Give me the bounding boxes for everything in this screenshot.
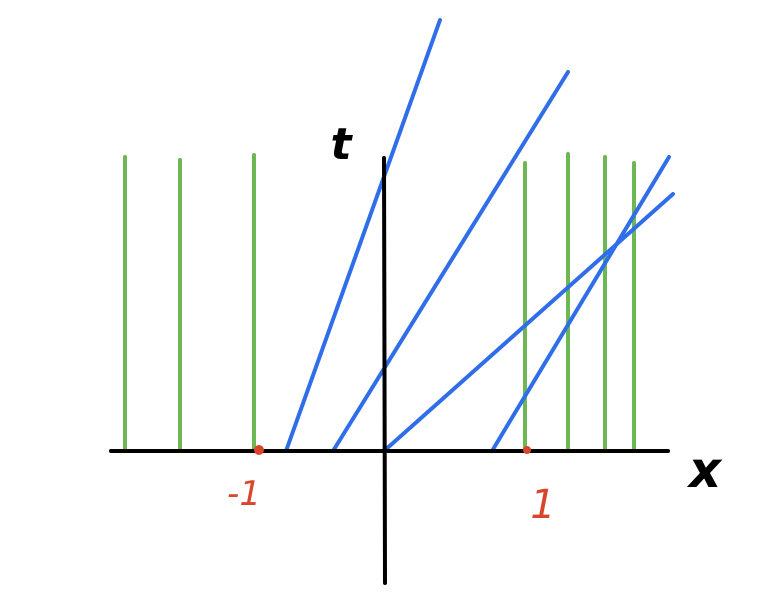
mark-label-right: 1 (530, 482, 555, 528)
t-axis (382, 156, 387, 585)
slanted-line (382, 192, 675, 453)
vertical-lines (123, 152, 636, 453)
mark-dot-right (523, 446, 531, 454)
mark-label-left: -1 (227, 474, 261, 514)
mark-dot-left (254, 445, 264, 455)
slanted-line (284, 18, 442, 453)
x-axis-label: x (686, 441, 723, 499)
slanted-line (331, 70, 570, 453)
slanted-lines (284, 18, 675, 453)
slanted-line (490, 155, 671, 453)
t-axis-label: t (330, 119, 353, 170)
